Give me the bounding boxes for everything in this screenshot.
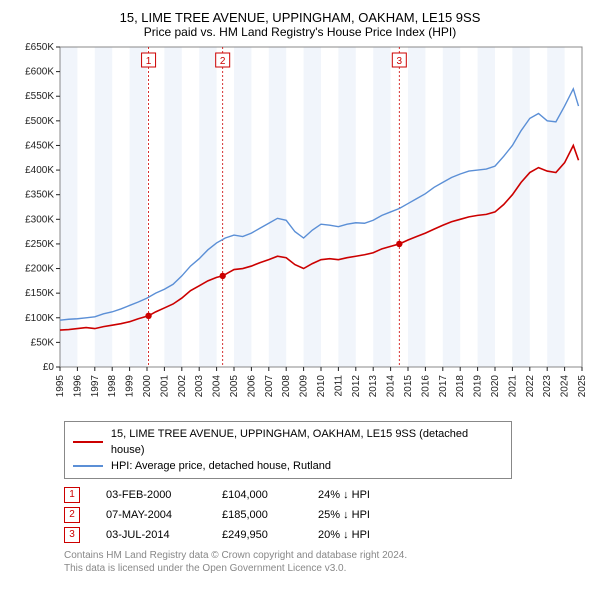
sales-row: 2 07-MAY-2004 £185,000 25% ↓ HPI — [64, 505, 578, 525]
svg-text:£450K: £450K — [25, 140, 54, 151]
sale-date: 07-MAY-2004 — [106, 505, 196, 525]
svg-text:£550K: £550K — [25, 91, 54, 102]
svg-text:2007: 2007 — [264, 375, 275, 398]
svg-text:2004: 2004 — [212, 375, 223, 398]
svg-text:2005: 2005 — [229, 375, 240, 398]
svg-text:1999: 1999 — [125, 375, 136, 398]
sale-diff: 25% ↓ HPI — [318, 505, 398, 525]
sale-date: 03-FEB-2000 — [106, 485, 196, 505]
legend: 15, LIME TREE AVENUE, UPPINGHAM, OAKHAM,… — [64, 421, 512, 479]
svg-text:£400K: £400K — [25, 165, 54, 176]
svg-text:£50K: £50K — [31, 337, 55, 348]
svg-text:2001: 2001 — [159, 375, 170, 398]
svg-text:£200K: £200K — [25, 264, 54, 275]
svg-text:2: 2 — [220, 56, 226, 67]
sale-marker-icon: 3 — [64, 527, 80, 543]
sale-price: £249,950 — [222, 525, 292, 545]
svg-text:2023: 2023 — [542, 375, 553, 398]
svg-text:2012: 2012 — [351, 375, 362, 398]
svg-text:2002: 2002 — [177, 375, 188, 398]
sale-price: £185,000 — [222, 505, 292, 525]
svg-text:1995: 1995 — [55, 375, 66, 398]
sale-diff: 24% ↓ HPI — [318, 485, 398, 505]
legend-swatch — [73, 465, 103, 467]
sales-row: 3 03-JUL-2014 £249,950 20% ↓ HPI — [64, 525, 578, 545]
svg-text:2011: 2011 — [333, 375, 344, 397]
chart-title-line1: 15, LIME TREE AVENUE, UPPINGHAM, OAKHAM,… — [12, 10, 588, 25]
sales-row: 1 03-FEB-2000 £104,000 24% ↓ HPI — [64, 485, 578, 505]
svg-text:2024: 2024 — [560, 375, 571, 398]
svg-text:£0: £0 — [43, 362, 55, 373]
svg-text:£150K: £150K — [25, 288, 54, 299]
svg-text:1996: 1996 — [72, 375, 83, 398]
legend-label: 15, LIME TREE AVENUE, UPPINGHAM, OAKHAM,… — [111, 426, 503, 458]
chart: £0 £50K £100K £150K £200K £250K £300K £350K £400… — [12, 43, 588, 415]
svg-text:2020: 2020 — [490, 375, 501, 398]
svg-text:£300K: £300K — [25, 214, 54, 225]
sale-price: £104,000 — [222, 485, 292, 505]
svg-text:£500K: £500K — [25, 116, 54, 127]
footer: Contains HM Land Registry data © Crown c… — [64, 549, 578, 575]
svg-text:2017: 2017 — [438, 375, 449, 398]
svg-text:£650K: £650K — [25, 43, 54, 53]
sale-date: 03-JUL-2014 — [106, 525, 196, 545]
svg-text:2019: 2019 — [473, 375, 484, 398]
svg-text:£600K: £600K — [25, 67, 54, 78]
svg-text:3: 3 — [397, 56, 403, 67]
svg-text:2025: 2025 — [577, 375, 588, 398]
sales-table: 1 03-FEB-2000 £104,000 24% ↓ HPI 2 07-MA… — [64, 485, 578, 545]
legend-item: 15, LIME TREE AVENUE, UPPINGHAM, OAKHAM,… — [73, 426, 503, 458]
svg-text:2016: 2016 — [420, 375, 431, 398]
sale-diff: 20% ↓ HPI — [318, 525, 398, 545]
svg-text:2003: 2003 — [194, 375, 205, 398]
svg-text:2008: 2008 — [281, 375, 292, 398]
sale-marker-icon: 2 — [64, 507, 80, 523]
svg-text:£350K: £350K — [25, 190, 54, 201]
svg-text:2018: 2018 — [455, 375, 466, 398]
svg-text:1: 1 — [146, 56, 152, 67]
svg-text:£250K: £250K — [25, 239, 54, 250]
svg-text:2014: 2014 — [386, 375, 397, 398]
sale-marker-icon: 1 — [64, 487, 80, 503]
legend-label: HPI: Average price, detached house, Rutl… — [111, 458, 331, 474]
svg-text:2022: 2022 — [525, 375, 536, 398]
legend-swatch — [73, 441, 103, 443]
svg-text:2006: 2006 — [246, 375, 257, 398]
svg-text:2009: 2009 — [299, 375, 310, 398]
footer-line: This data is licensed under the Open Gov… — [64, 562, 578, 575]
svg-text:2000: 2000 — [142, 375, 153, 398]
legend-item: HPI: Average price, detached house, Rutl… — [73, 458, 503, 474]
svg-text:2021: 2021 — [507, 375, 518, 398]
svg-text:1998: 1998 — [107, 375, 118, 398]
footer-line: Contains HM Land Registry data © Crown c… — [64, 549, 578, 562]
svg-text:2010: 2010 — [316, 375, 327, 398]
svg-text:1997: 1997 — [90, 375, 101, 398]
chart-title-line2: Price paid vs. HM Land Registry's House … — [12, 25, 588, 39]
svg-text:2013: 2013 — [368, 375, 379, 398]
svg-text:2015: 2015 — [403, 375, 414, 398]
svg-text:£100K: £100K — [25, 313, 54, 324]
